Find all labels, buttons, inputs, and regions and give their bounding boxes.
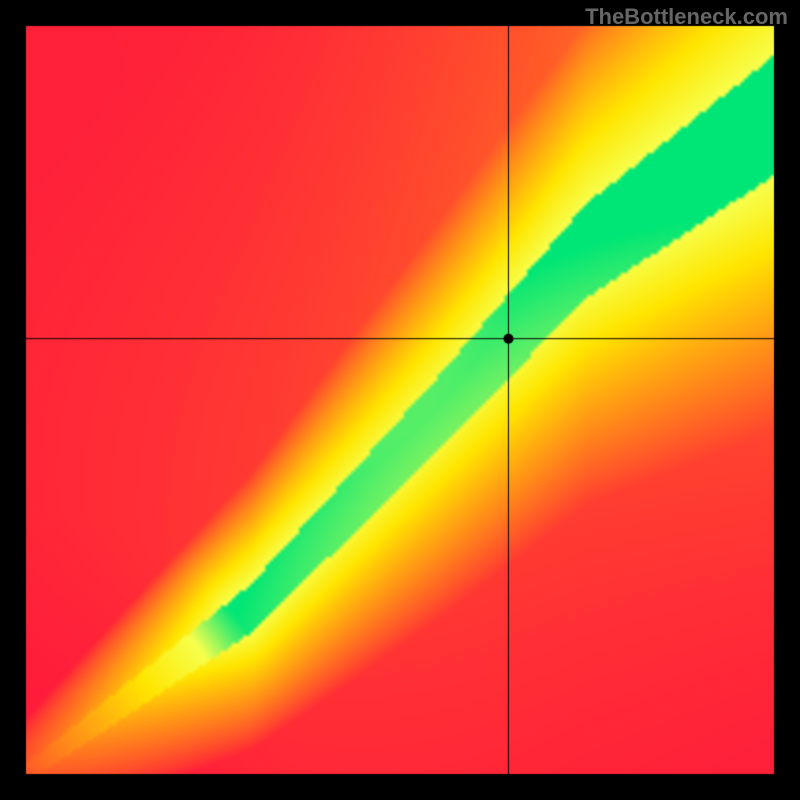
heatmap-canvas — [0, 0, 800, 800]
watermark-label: TheBottleneck.com — [585, 4, 788, 30]
chart-container: TheBottleneck.com — [0, 0, 800, 800]
